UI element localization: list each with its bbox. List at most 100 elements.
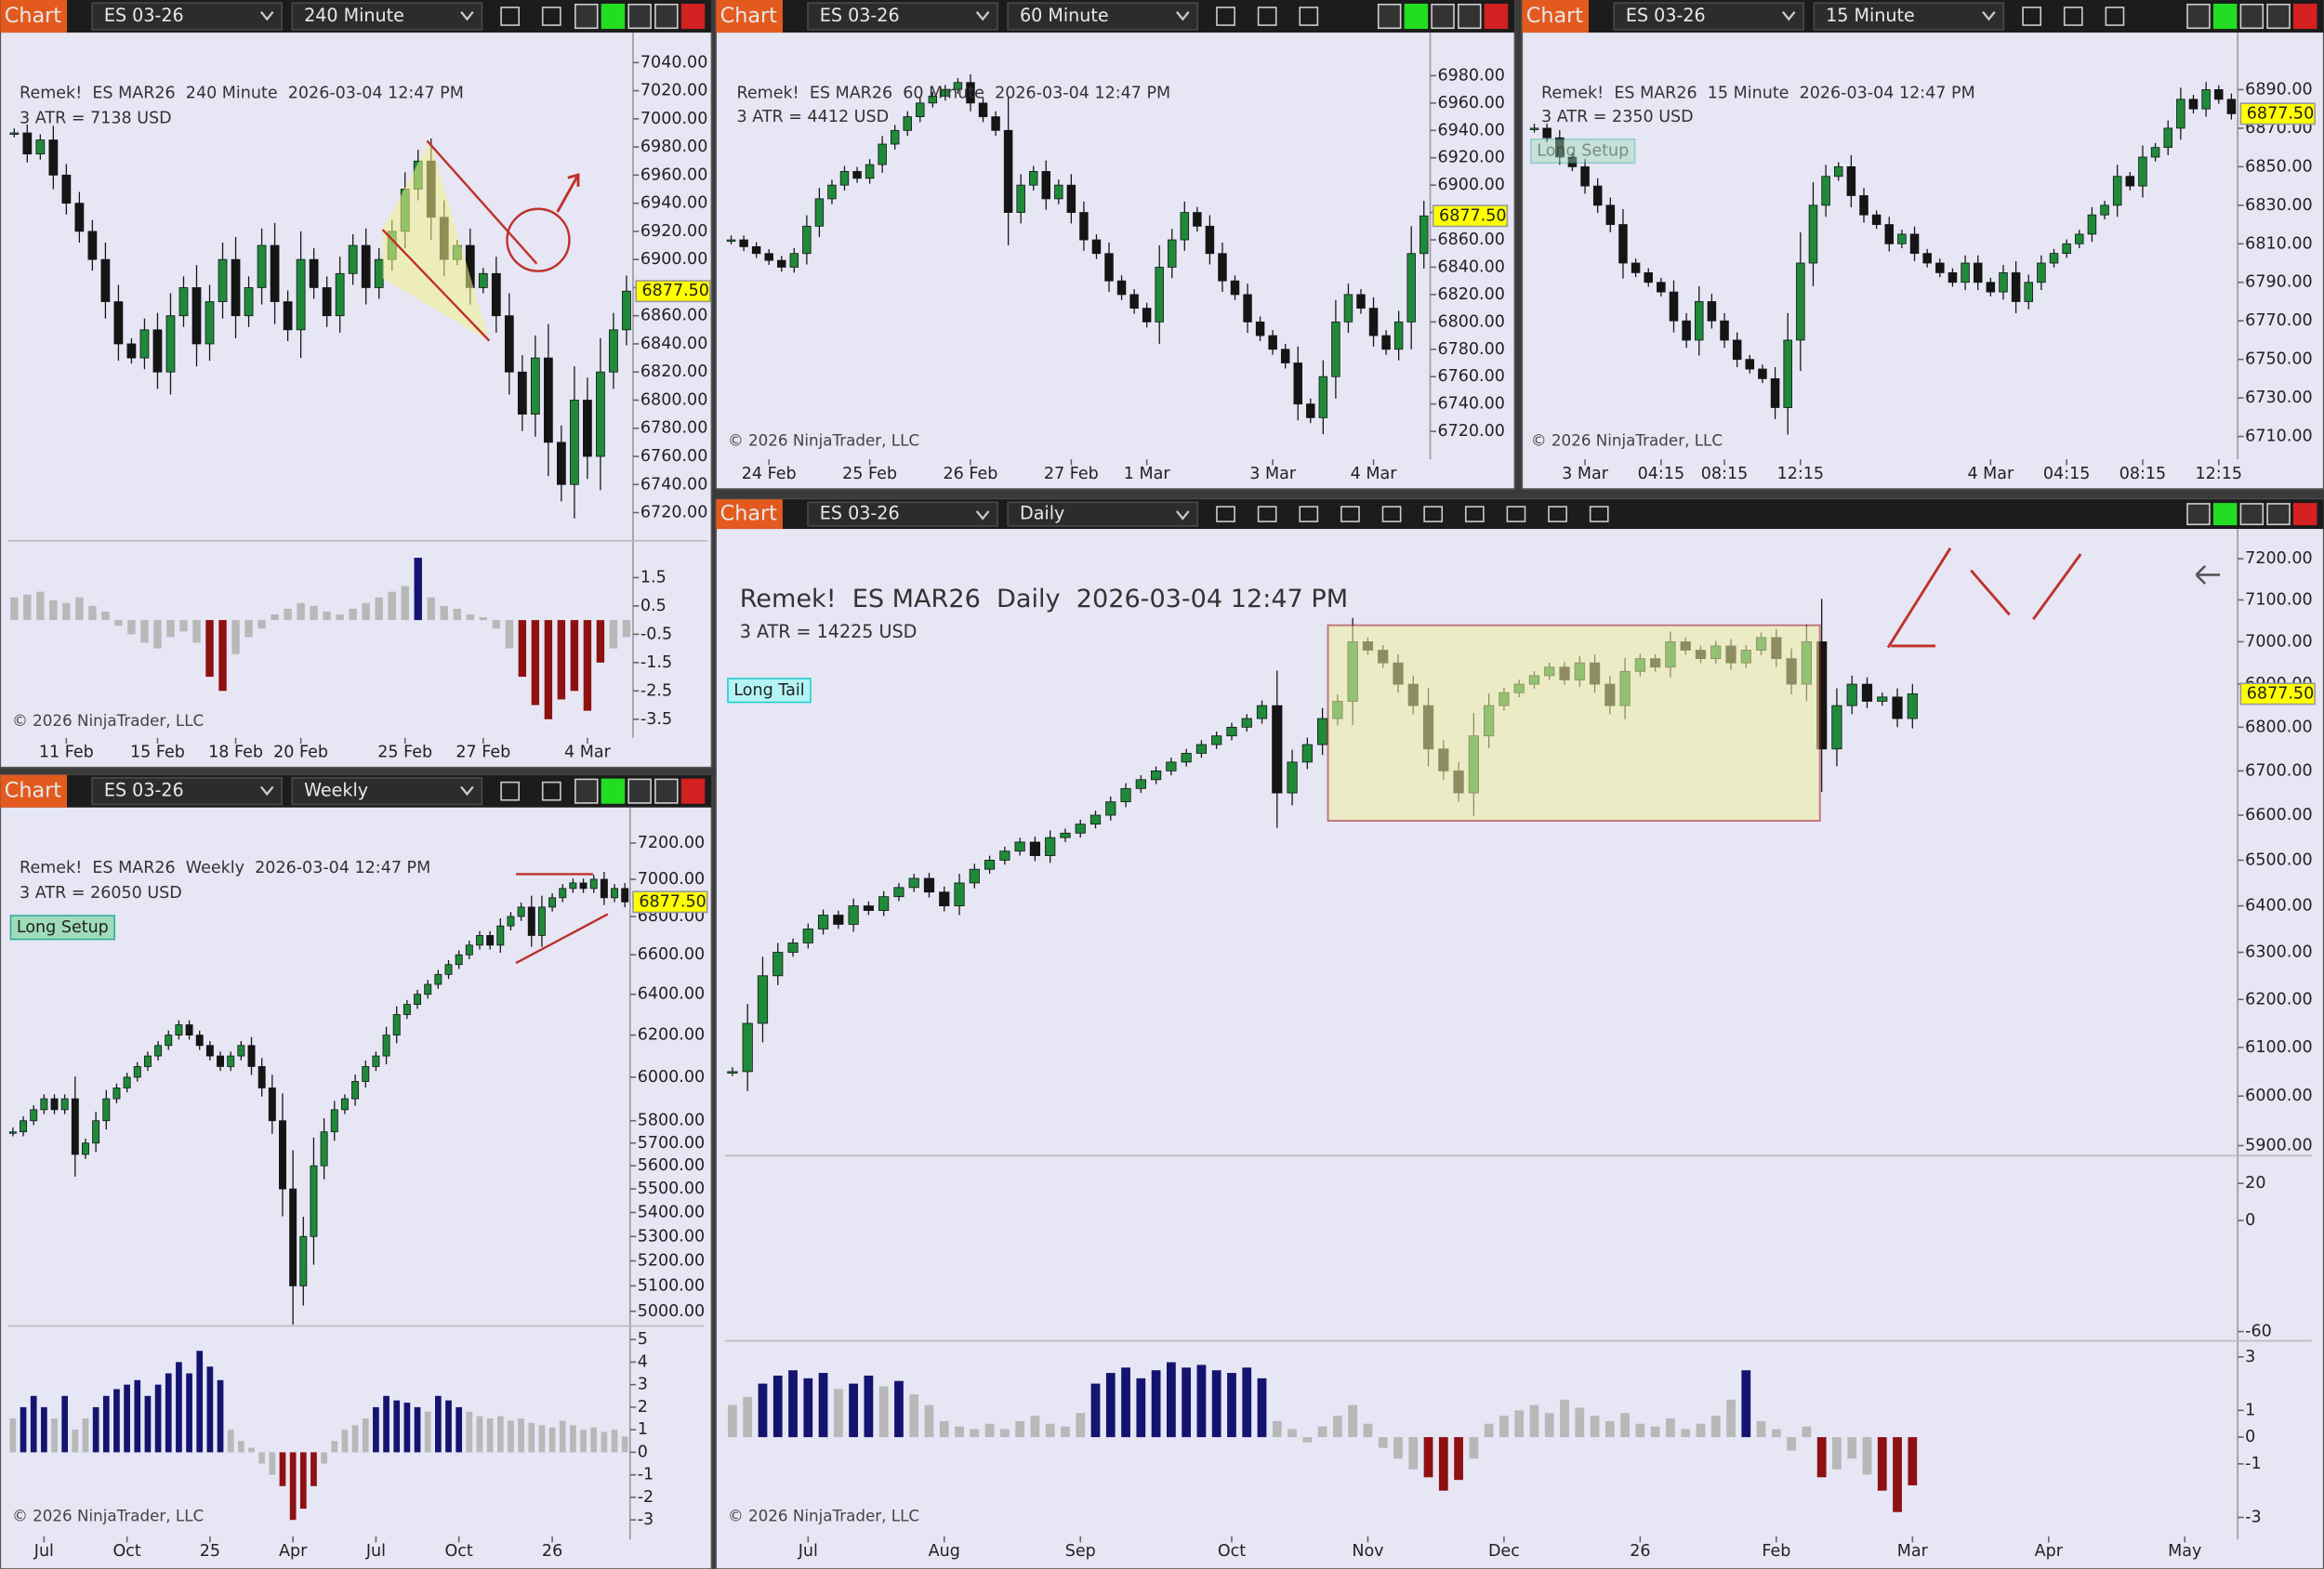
- window-button[interactable]: [2186, 3, 2211, 30]
- candle-body: [322, 287, 332, 317]
- candle-body: [1833, 165, 1843, 178]
- window-button[interactable]: [627, 3, 652, 30]
- histogram-bar: [1499, 1416, 1509, 1438]
- candle-body: [953, 82, 963, 90]
- window-button[interactable]: [654, 778, 679, 804]
- chart-title: Remek! ES MAR26 15 Minute 2026-03-04 12:…: [1541, 84, 1975, 102]
- histogram-bar: [849, 1383, 858, 1438]
- window-button[interactable]: [1457, 3, 1482, 30]
- instrument-dropdown[interactable]: [91, 777, 283, 806]
- toolbar-icon[interactable]: [1216, 7, 1235, 26]
- period-dropdown[interactable]: [1007, 501, 1199, 527]
- chart-tab[interactable]: [716, 0, 783, 33]
- candle-body: [2024, 282, 2034, 302]
- window-button[interactable]: [574, 3, 599, 30]
- window-button[interactable]: [2292, 503, 2317, 526]
- toolbar-icon[interactable]: [2022, 7, 2042, 26]
- window-button[interactable]: [2292, 3, 2317, 30]
- y-tick-label: 6300.00: [2245, 943, 2312, 962]
- histogram-bar: [622, 620, 631, 638]
- window-button[interactable]: [680, 778, 706, 804]
- dropdown-arrow: [460, 11, 474, 21]
- candle-body: [1567, 156, 1578, 167]
- instrument-dropdown[interactable]: [91, 2, 283, 31]
- toolbar-icon[interactable]: [1299, 7, 1319, 26]
- toolbar-icon[interactable]: [1340, 506, 1360, 522]
- chart-tab[interactable]: [1522, 0, 1590, 33]
- candle-body: [1657, 282, 1666, 293]
- histogram-bar: [939, 1420, 949, 1438]
- histogram-bar: [456, 1406, 463, 1453]
- window-button[interactable]: [601, 778, 626, 804]
- toolbar: Chart ES 03-26 60 Minute: [716, 0, 1515, 33]
- histogram-bar: [10, 597, 19, 621]
- x-tick-label: Oct: [445, 1542, 473, 1561]
- dropdown-arrow: [460, 785, 474, 797]
- histogram-bar: [36, 591, 45, 621]
- candle-body: [92, 1120, 100, 1144]
- toolbar-icon[interactable]: [2063, 7, 2083, 26]
- toolbar-icon[interactable]: [1257, 7, 1277, 26]
- toolbar-icon[interactable]: [1381, 506, 1402, 522]
- candle-body: [903, 116, 912, 131]
- window-button[interactable]: [1377, 3, 1402, 30]
- window-button[interactable]: [2266, 503, 2291, 526]
- toolbar-icon[interactable]: [2105, 7, 2125, 26]
- period-dropdown[interactable]: [1813, 2, 2005, 31]
- window-button[interactable]: [680, 3, 706, 30]
- toolbar-icon[interactable]: [541, 781, 561, 801]
- y-tick-label: 6890.00: [2245, 80, 2312, 99]
- toolbar-icon[interactable]: [500, 7, 521, 26]
- period-dropdown[interactable]: [1007, 2, 1199, 31]
- y-tick-label: 6750.00: [2245, 350, 2312, 369]
- window-button[interactable]: [627, 778, 652, 804]
- last-price-tag: [2239, 102, 2316, 125]
- window-button[interactable]: [654, 3, 679, 30]
- toolbar-icon[interactable]: [1299, 506, 1319, 522]
- window-button[interactable]: [2186, 503, 2211, 526]
- period-dropdown[interactable]: [291, 777, 483, 806]
- candle-body: [954, 882, 965, 906]
- window-button[interactable]: [1484, 3, 1509, 30]
- window-button[interactable]: [1404, 3, 1429, 30]
- back-arrow-button[interactable]: [2195, 564, 2221, 585]
- toolbar-icon[interactable]: [541, 7, 561, 26]
- x-tick-label: 25 Feb: [377, 744, 432, 762]
- histogram-bar: [127, 620, 136, 635]
- histogram-bar: [1105, 1373, 1116, 1438]
- toolbar-icon[interactable]: [500, 781, 521, 801]
- histogram-bar: [166, 620, 175, 638]
- instrument-dropdown[interactable]: [807, 2, 998, 31]
- toolbar-icon[interactable]: [1216, 506, 1235, 522]
- toolbar-icon[interactable]: [1423, 506, 1444, 522]
- window-button[interactable]: [2266, 3, 2291, 30]
- histogram-bar: [279, 1452, 286, 1486]
- chart-tab[interactable]: [716, 499, 783, 530]
- window-button[interactable]: [574, 778, 599, 804]
- instrument-dropdown[interactable]: [1613, 2, 1804, 31]
- toolbar-icon[interactable]: [1589, 506, 1609, 522]
- period-dropdown[interactable]: [291, 2, 483, 31]
- chart-tab[interactable]: [0, 774, 68, 808]
- toolbar-icon[interactable]: [1257, 506, 1277, 522]
- window-button[interactable]: [2239, 503, 2265, 526]
- candle-body: [289, 1188, 297, 1286]
- toolbar-icon[interactable]: [1506, 506, 1526, 522]
- instrument-dropdown[interactable]: [807, 501, 998, 527]
- window-button[interactable]: [1431, 3, 1455, 30]
- candle-body: [1892, 696, 1903, 719]
- chart-tab[interactable]: [0, 0, 68, 33]
- candle-body: [507, 916, 515, 927]
- toolbar-icon[interactable]: [1464, 506, 1485, 522]
- histogram-bar: [518, 1418, 524, 1453]
- window-button[interactable]: [2239, 3, 2265, 30]
- window-button[interactable]: [2212, 3, 2238, 30]
- window-button[interactable]: [2212, 503, 2238, 526]
- window-button[interactable]: [601, 3, 626, 30]
- x-tick-label: 08:15: [1701, 465, 1748, 483]
- candle-body: [1999, 271, 2008, 293]
- y-tick-label: 6710.00: [2245, 428, 2312, 446]
- candle-body: [218, 258, 228, 302]
- chart-title: Remek! ES MAR26 Daily 2026-03-04 12:47 P…: [740, 585, 1348, 613]
- toolbar-icon[interactable]: [1548, 506, 1567, 522]
